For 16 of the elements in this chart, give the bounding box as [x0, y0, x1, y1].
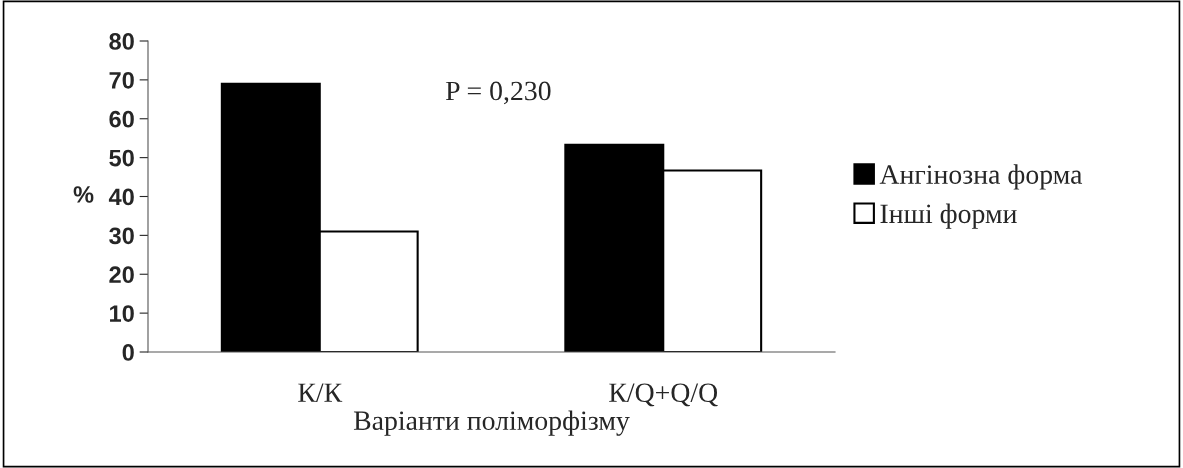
annotation: P = 0,230 — [445, 81, 551, 105]
y-tick-label: 30 — [109, 227, 134, 245]
y-tick-label: 20 — [109, 266, 134, 284]
legend-label: Інші форми — [880, 203, 1017, 229]
y-axis-title: % — [73, 186, 94, 203]
y-tick-label: 60 — [109, 110, 134, 128]
y-tick-label: 50 — [109, 149, 134, 167]
x-tick-label: К/Q+Q/Q — [609, 383, 718, 407]
y-tick-label: 80 — [109, 33, 134, 50]
y-tick-label: 40 — [108, 188, 134, 206]
y-tick-label: 0 — [122, 344, 134, 361]
y-tick-label: 70 — [109, 71, 134, 89]
x-axis-title: Варіанти поліморфізму — [353, 410, 630, 436]
y-tick-label: 10 — [110, 305, 134, 322]
x-tick-label: К/К — [298, 383, 343, 403]
legend-label: Ангінозна форма — [879, 164, 1083, 190]
